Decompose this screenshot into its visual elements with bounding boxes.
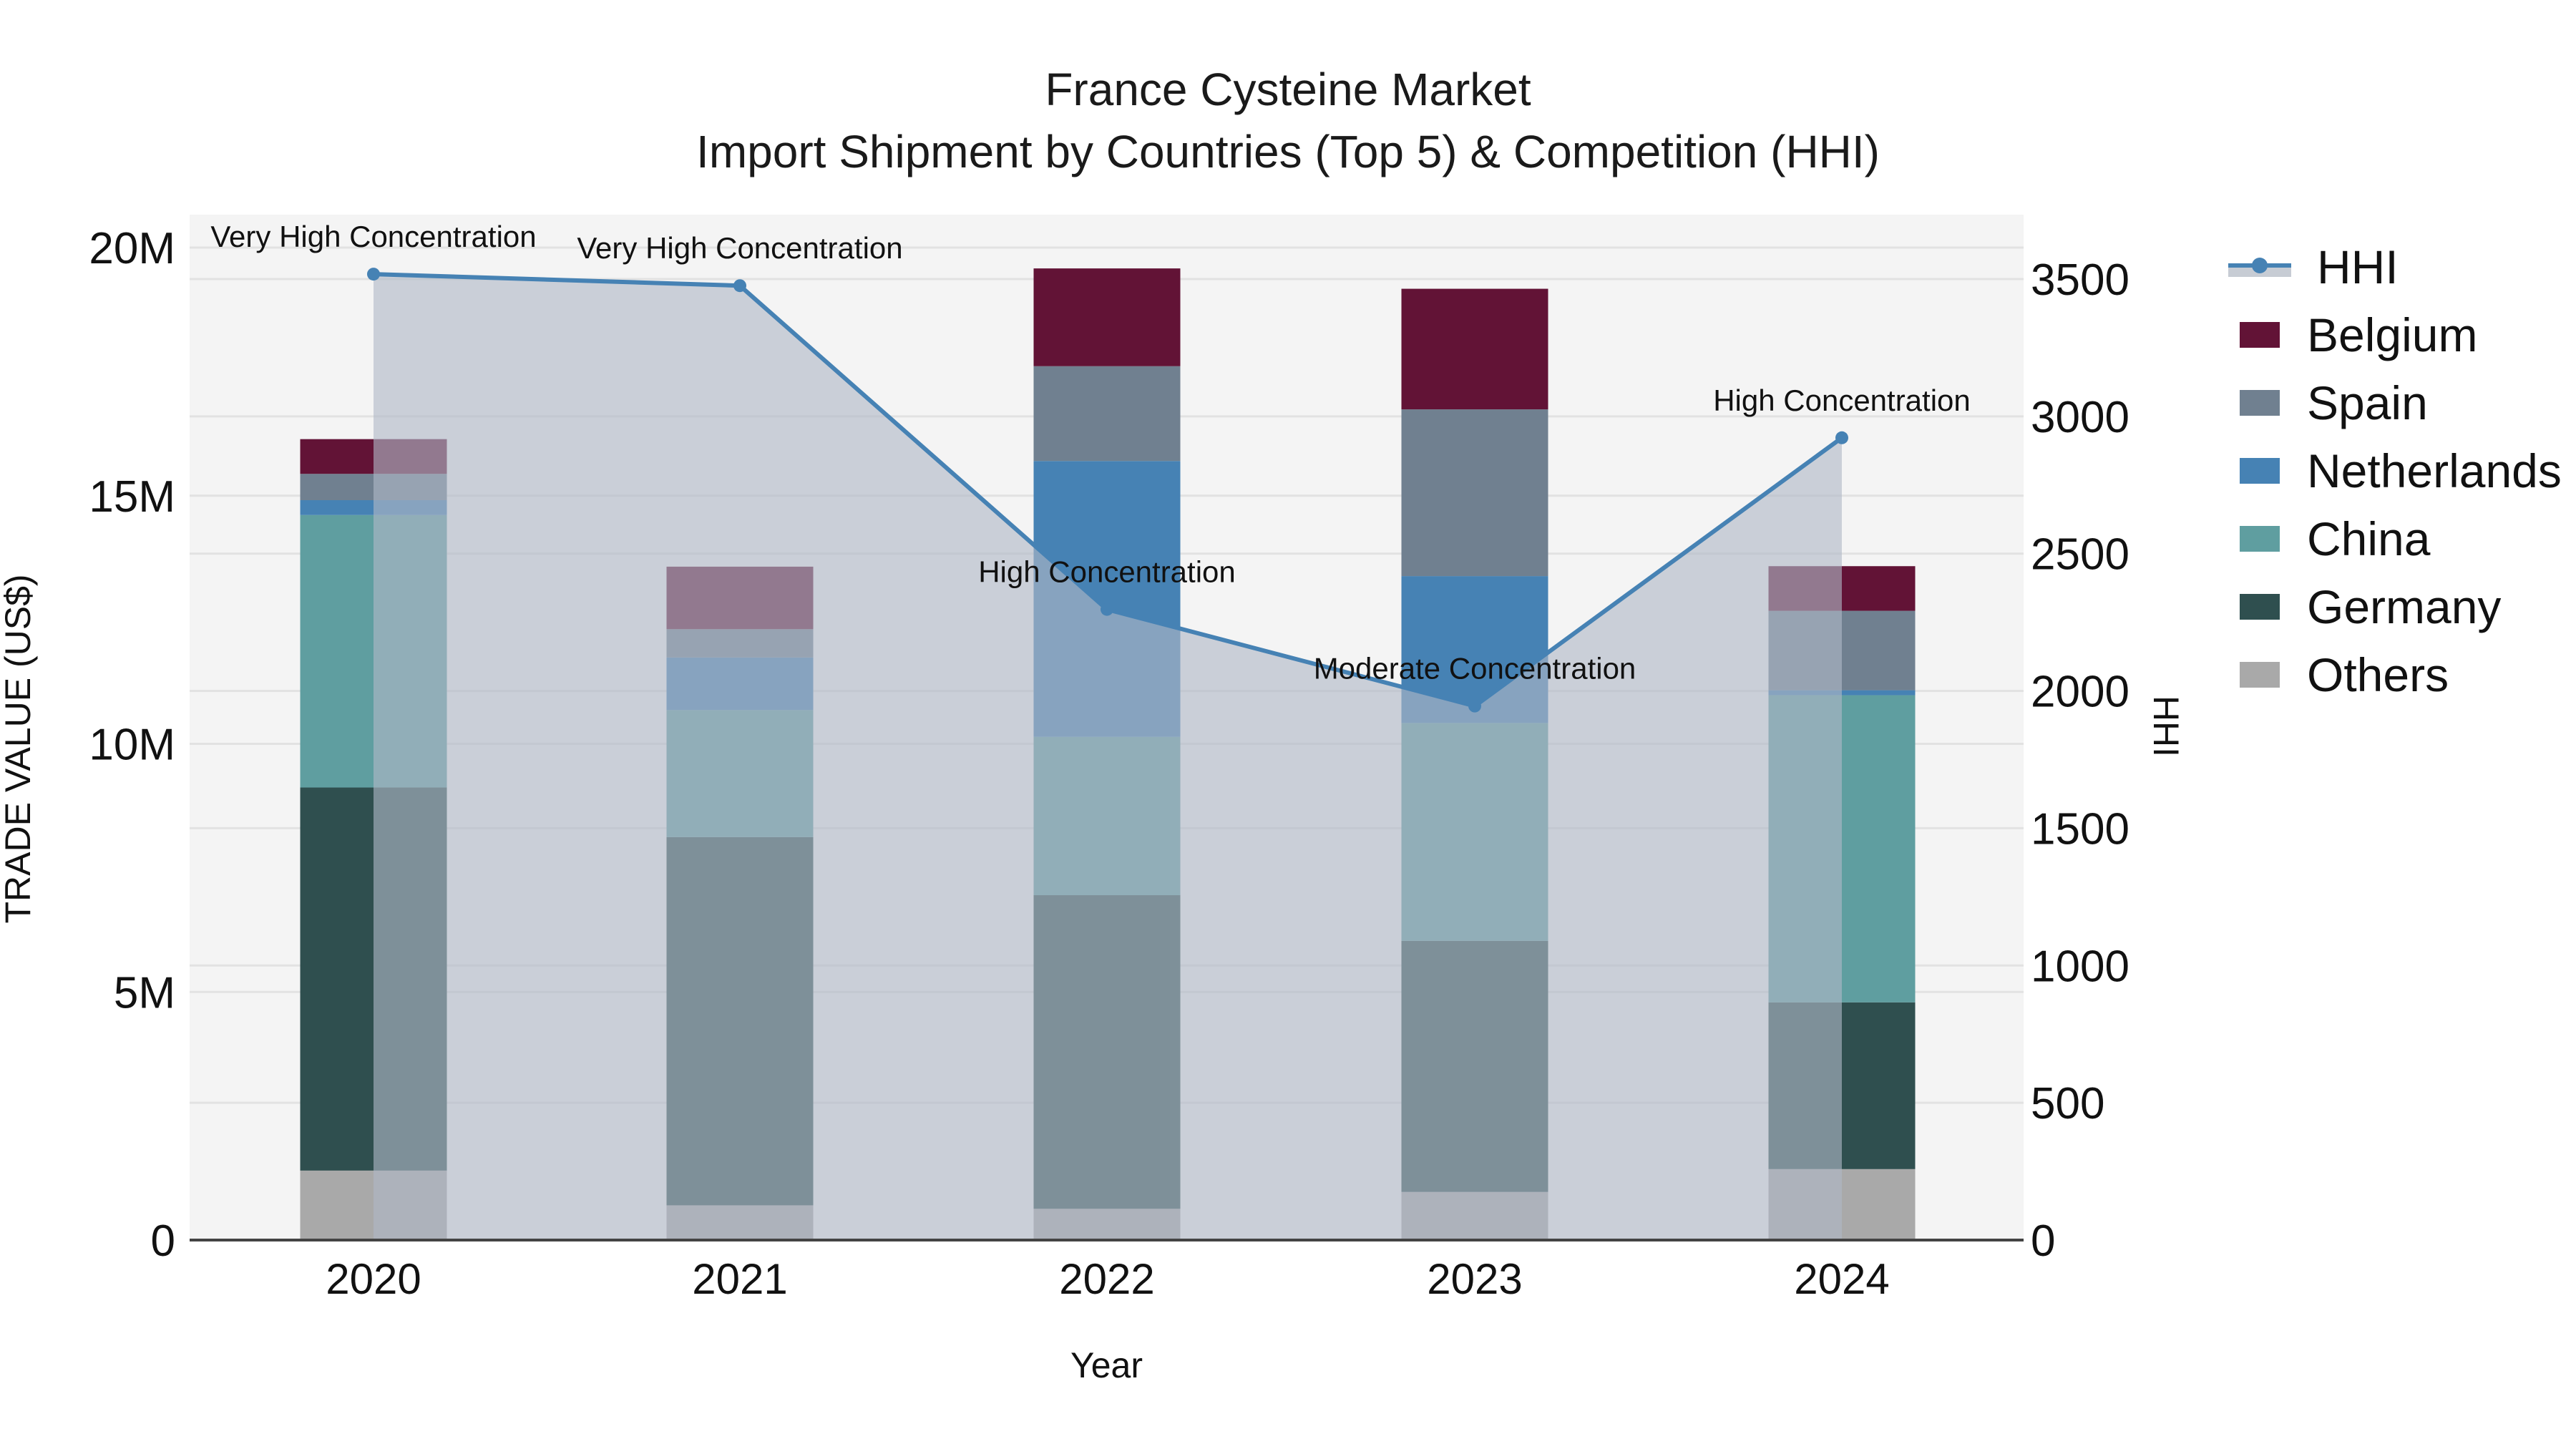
legend-swatch-icon: [2240, 593, 2280, 620]
legend-label: Belgium: [2307, 308, 2478, 361]
legend-item-spain[interactable]: Spain: [2218, 369, 2562, 436]
x-tick-label: 2023: [1427, 1255, 1522, 1303]
hhi-marker[interactable]: [1468, 699, 1481, 713]
legend-swatch-icon: [2240, 661, 2280, 688]
hhi-annotation: High Concentration: [978, 555, 1236, 589]
y-left-tick-label: 20M: [89, 224, 175, 273]
hhi-marker[interactable]: [1101, 602, 1113, 616]
y-left-tick-label: 15M: [89, 472, 175, 522]
x-tick-label: 2020: [326, 1255, 421, 1303]
bar-segment-spain[interactable]: [1033, 366, 1181, 462]
y-right-tick-label: 2000: [2031, 668, 2129, 717]
legend-swatch-icon: [2240, 389, 2280, 416]
legend-item-hhi[interactable]: HHI: [2218, 233, 2562, 301]
hhi-marker[interactable]: [1835, 431, 1848, 444]
hhi-area: [374, 274, 1842, 1240]
legend-swatch-icon: [2240, 525, 2280, 552]
legend-swatch-icon: [2240, 457, 2280, 484]
legend-label: China: [2307, 512, 2431, 565]
legend-item-belgium[interactable]: Belgium: [2218, 301, 2562, 369]
y-right-tick-label: 1500: [2031, 804, 2129, 854]
legend-label: HHI: [2317, 240, 2399, 293]
y-right-axis-title: HHI: [2146, 696, 2186, 757]
y-right-tick-label: 2500: [2031, 530, 2129, 580]
y-right-tick-label: 3500: [2031, 255, 2129, 305]
legend-label: Germany: [2307, 580, 2502, 633]
legend-item-netherlands[interactable]: Netherlands: [2218, 436, 2562, 504]
legend-label: Netherlands: [2307, 444, 2562, 497]
y-right-tick-label: 1000: [2031, 942, 2129, 991]
legend-label: Others: [2307, 648, 2449, 701]
bar-segment-spain[interactable]: [1401, 409, 1548, 577]
legend-label: Spain: [2307, 376, 2428, 429]
y-right-tick-label: 0: [2031, 1216, 2055, 1266]
y-left-tick-label: 10M: [89, 721, 175, 770]
x-tick-label: 2022: [1059, 1255, 1154, 1303]
x-axis-title: Year: [1070, 1345, 1143, 1385]
legend-item-others[interactable]: Others: [2218, 640, 2562, 708]
y-left-axis-title: TRADE VALUE (US$): [0, 574, 38, 923]
legend-item-china[interactable]: China: [2218, 504, 2562, 572]
hhi-marker[interactable]: [367, 268, 380, 281]
legend-line-marker-icon: [2228, 253, 2291, 281]
chart-subtitle: Import Shipment by Countries (Top 5) & C…: [696, 126, 1880, 177]
hhi-marker[interactable]: [733, 279, 746, 293]
hhi-annotation: High Concentration: [1713, 384, 1971, 417]
hhi-annotation: Moderate Concentration: [1314, 652, 1636, 686]
chart-title: France Cysteine Market: [1045, 64, 1531, 115]
legend-item-germany[interactable]: Germany: [2218, 572, 2562, 640]
y-right-tick-label: 500: [2031, 1079, 2104, 1128]
legend-swatch-icon: [2240, 321, 2280, 348]
hhi-annotation: Very High Concentration: [210, 220, 536, 253]
x-tick-label: 2024: [1794, 1255, 1889, 1303]
bar-segment-belgium[interactable]: [1033, 268, 1181, 366]
x-tick-label: 2021: [692, 1255, 787, 1303]
hhi-annotation: Very High Concentration: [577, 231, 902, 265]
legend: HHI Belgium Spain Netherlands China Germany Ot…: [2218, 233, 2562, 708]
y-right-tick-label: 3000: [2031, 393, 2129, 442]
bar-segment-belgium[interactable]: [1401, 288, 1548, 410]
y-left-tick-label: 0: [151, 1216, 175, 1266]
y-left-tick-label: 5M: [114, 968, 175, 1018]
